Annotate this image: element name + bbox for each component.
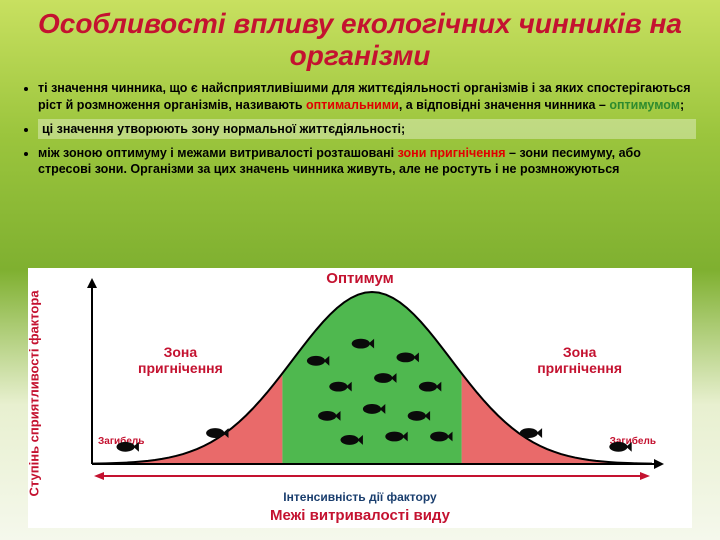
- range-arrow-right: [640, 472, 650, 480]
- bullet-highlight: оптимумом: [609, 98, 680, 112]
- x-axis-arrow: [654, 459, 664, 469]
- bullet-item: ті значення чинника, що є найсприятливіш…: [38, 80, 696, 113]
- x-axis-label-inner: Інтенсивність дії фактору: [277, 490, 442, 504]
- x-axis-label-outer: Межі витривалості виду: [270, 507, 450, 524]
- bullet-text: , а відповідні значення чинника –: [399, 98, 610, 112]
- bullet-text: ;: [680, 98, 684, 112]
- curve-svg: [72, 274, 672, 484]
- y-axis-arrow: [87, 278, 97, 288]
- bullet-highlight: зони пригнічення: [398, 146, 506, 160]
- bullet-item: між зоною оптимуму і межами витривалості…: [38, 145, 696, 178]
- bullet-text: ці значення утворюють зону нормальної жи…: [42, 122, 405, 136]
- bullet-text: між зоною оптимуму і межами витривалості…: [38, 146, 398, 160]
- fish-icon: [520, 428, 542, 438]
- fish-icon: [609, 442, 631, 452]
- bullet-item: ці значення утворюють зону нормальної жи…: [38, 119, 696, 139]
- plot-area: [72, 274, 672, 484]
- fish-icon: [117, 442, 139, 452]
- y-axis-label: Ступінь сприятливості фактора: [24, 308, 44, 478]
- page-title: Особливості впливу екологічних чинників …: [0, 0, 720, 76]
- range-arrow-left: [94, 472, 104, 480]
- tolerance-diagram: Ступінь сприятливості фактора Оптимум Зо…: [28, 268, 692, 528]
- bullet-highlight: оптимальними: [306, 98, 399, 112]
- bullet-list: ті значення чинника, що є найсприятливіш…: [0, 76, 720, 189]
